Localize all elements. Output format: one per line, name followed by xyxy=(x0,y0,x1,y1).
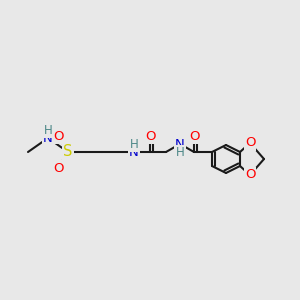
Text: H: H xyxy=(44,124,52,136)
Text: O: O xyxy=(53,130,63,142)
Text: O: O xyxy=(145,130,155,142)
Text: O: O xyxy=(245,136,255,149)
Text: N: N xyxy=(175,137,185,151)
Text: O: O xyxy=(245,169,255,182)
Text: H: H xyxy=(130,137,138,151)
Text: N: N xyxy=(43,131,53,145)
Text: H: H xyxy=(176,146,184,160)
Text: N: N xyxy=(129,146,139,158)
Text: S: S xyxy=(63,145,73,160)
Text: O: O xyxy=(53,161,63,175)
Text: O: O xyxy=(189,130,199,142)
